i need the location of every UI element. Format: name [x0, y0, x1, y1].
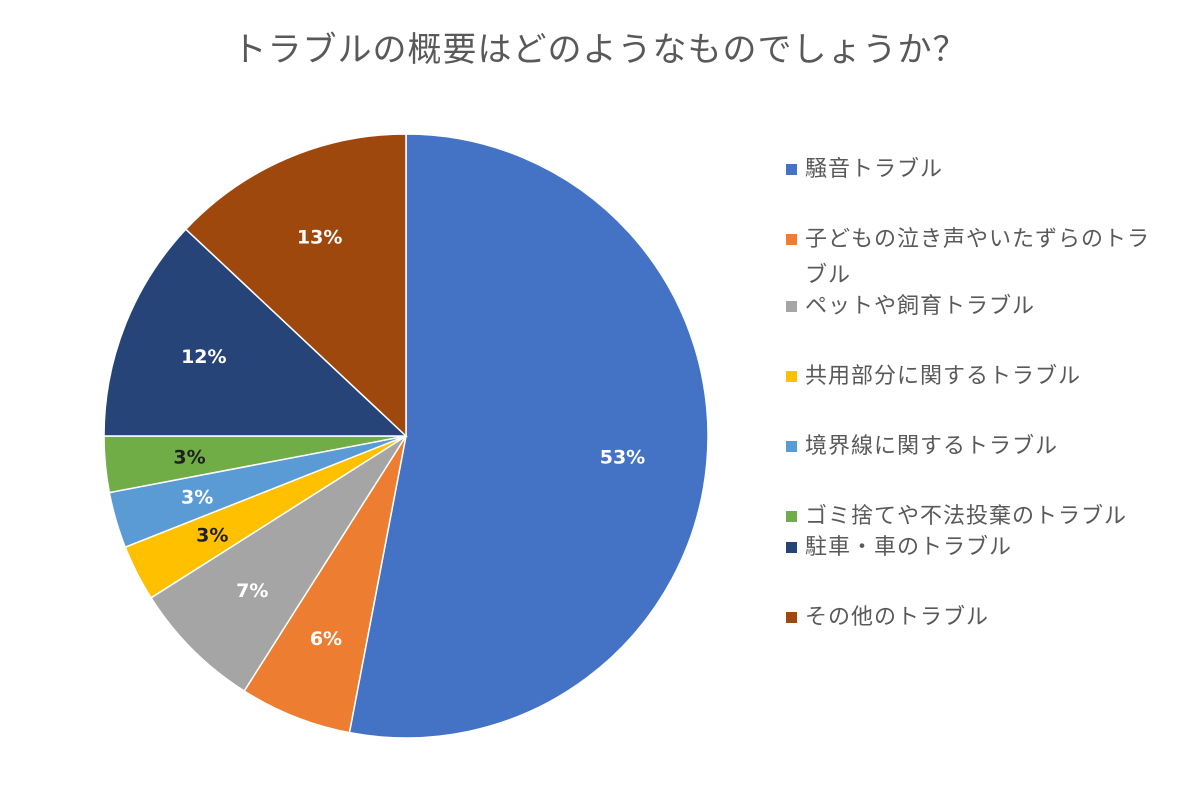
slice-label-4: 3% — [181, 487, 213, 509]
legend-swatch-5 — [786, 511, 797, 522]
slice-label-2: 7% — [236, 580, 268, 602]
pie-labels: 53% 6% 7% 3% 3% 3% 12% 13% — [173, 226, 645, 650]
chart-title: トラブルの概要はどのようなものでしょうか？ — [232, 30, 968, 70]
legend-swatch-4 — [786, 441, 797, 452]
legend-item-0: 騒音トラブル — [786, 152, 1186, 188]
slice-label-6: 12% — [181, 346, 226, 368]
pie-slice-2 — [149, 435, 407, 693]
legend-item-3: 共用部分に関するトラブル — [786, 359, 1186, 395]
legend-item-5: ゴミ捨てや不法投棄のトラブル — [786, 499, 1186, 535]
legend-label-6: 駐車・車のトラブル — [805, 535, 1013, 560]
legend-label-3: 共用部分に関するトラブル — [805, 364, 1082, 389]
slice-label-3: 3% — [196, 525, 228, 547]
legend-item-6: 駐車・車のトラブル — [786, 530, 1186, 566]
legend-label-4: 境界線に関するトラブル — [805, 434, 1059, 459]
legend-swatch-7 — [786, 612, 797, 623]
legend-item-2: ペットや飼育トラブル — [786, 289, 1186, 325]
slice-label-5: 3% — [173, 446, 205, 468]
slice-label-1: 6% — [310, 628, 342, 650]
legend-label-0: 騒音トラブル — [805, 157, 944, 182]
legend-swatch-2 — [786, 301, 797, 312]
legend-swatch-6 — [786, 542, 797, 553]
legend: 騒音トラブル子どもの泣き声やいたずらのトラブルペットや飼育トラブル共用部分に関す… — [786, 152, 1186, 670]
slice-label-0: 53% — [600, 446, 645, 468]
legend-label-5: ゴミ捨てや不法投棄のトラブル — [805, 504, 1128, 529]
legend-swatch-0 — [786, 164, 797, 175]
legend-swatch-1 — [786, 234, 797, 245]
legend-item-4: 境界線に関するトラブル — [786, 429, 1186, 465]
legend-item-1: 子どもの泣き声やいたずらのトラブル — [786, 222, 1186, 294]
pie-slices — [103, 133, 709, 739]
legend-item-7: その他のトラブル — [786, 600, 1186, 636]
pie-slice-0 — [348, 133, 709, 739]
pie-slice-6 — [103, 228, 408, 437]
legend-label-7: その他のトラブル — [805, 605, 990, 630]
pie-slice-7 — [184, 133, 407, 438]
legend-label-1: 子どもの泣き声やいたずらのトラブル — [805, 227, 1151, 288]
legend-swatch-3 — [786, 371, 797, 382]
legend-label-2: ペットや飼育トラブル — [805, 294, 1036, 319]
slice-label-7: 13% — [297, 226, 342, 248]
